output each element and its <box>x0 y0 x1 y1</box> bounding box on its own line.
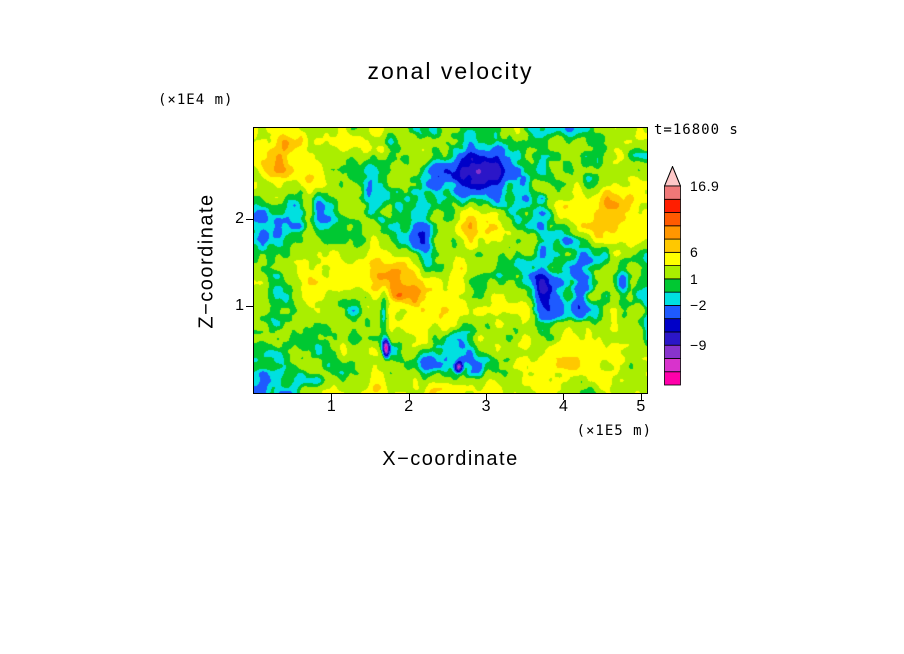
heatmap-canvas <box>254 128 647 393</box>
heatmap-plot-area: 1 2 3 4 5 1 2 <box>235 127 648 415</box>
colorbar-band <box>664 185 681 200</box>
x-tick-label: 2 <box>404 398 414 415</box>
colorbar-band <box>664 251 681 267</box>
colorbar-band <box>664 304 681 320</box>
colorbar-band <box>664 225 681 240</box>
colorbar-band <box>664 198 681 213</box>
x-tick-mark <box>331 393 333 400</box>
colorbar-band <box>664 238 681 253</box>
x-axis-unit-label: (×1E5 m) <box>576 423 652 439</box>
colorbar-band <box>664 331 681 346</box>
x-tick-label: 1 <box>326 398 336 415</box>
chart-title: zonal velocity <box>367 58 534 84</box>
colorbar-band <box>664 371 681 386</box>
colorbar-arrow <box>664 166 681 187</box>
colorbar-tick-label: −2 <box>690 297 707 314</box>
colorbar-tick-label: 16.9 <box>690 178 720 194</box>
x-tick-label: 5 <box>636 398 646 415</box>
x-axis-title: X−coordinate <box>382 448 519 470</box>
colorbar-band <box>664 344 681 359</box>
y-tick-mark <box>246 306 253 308</box>
colorbar-tick-label: 1 <box>690 270 699 287</box>
colorbar-band <box>664 358 681 373</box>
colorbar-gradient <box>664 166 681 386</box>
time-annotation: t=16800 s <box>654 122 739 138</box>
colorbar-band <box>664 318 681 333</box>
x-tick-label: 3 <box>481 398 491 415</box>
y-tick-label: 2 <box>235 210 244 228</box>
colorbar-band <box>664 212 681 227</box>
colorbar-tick-label: 6 <box>690 244 699 261</box>
colorbar-tick-label: −9 <box>690 337 707 354</box>
y-tick-label: 1 <box>235 297 244 315</box>
colorbar: 16.9 6 1 −2 −9 <box>664 166 760 388</box>
x-tick-mark <box>563 393 565 400</box>
x-tick-mark <box>640 393 642 400</box>
y-axis-unit-label: (×1E4 m) <box>158 92 234 108</box>
x-tick-label: 4 <box>558 398 568 415</box>
y-tick-mark <box>246 219 253 221</box>
x-tick-mark <box>486 393 488 400</box>
colorbar-band <box>664 278 681 293</box>
colorbar-band <box>664 265 681 280</box>
colorbar-band <box>664 291 681 306</box>
x-tick-mark <box>408 393 410 400</box>
